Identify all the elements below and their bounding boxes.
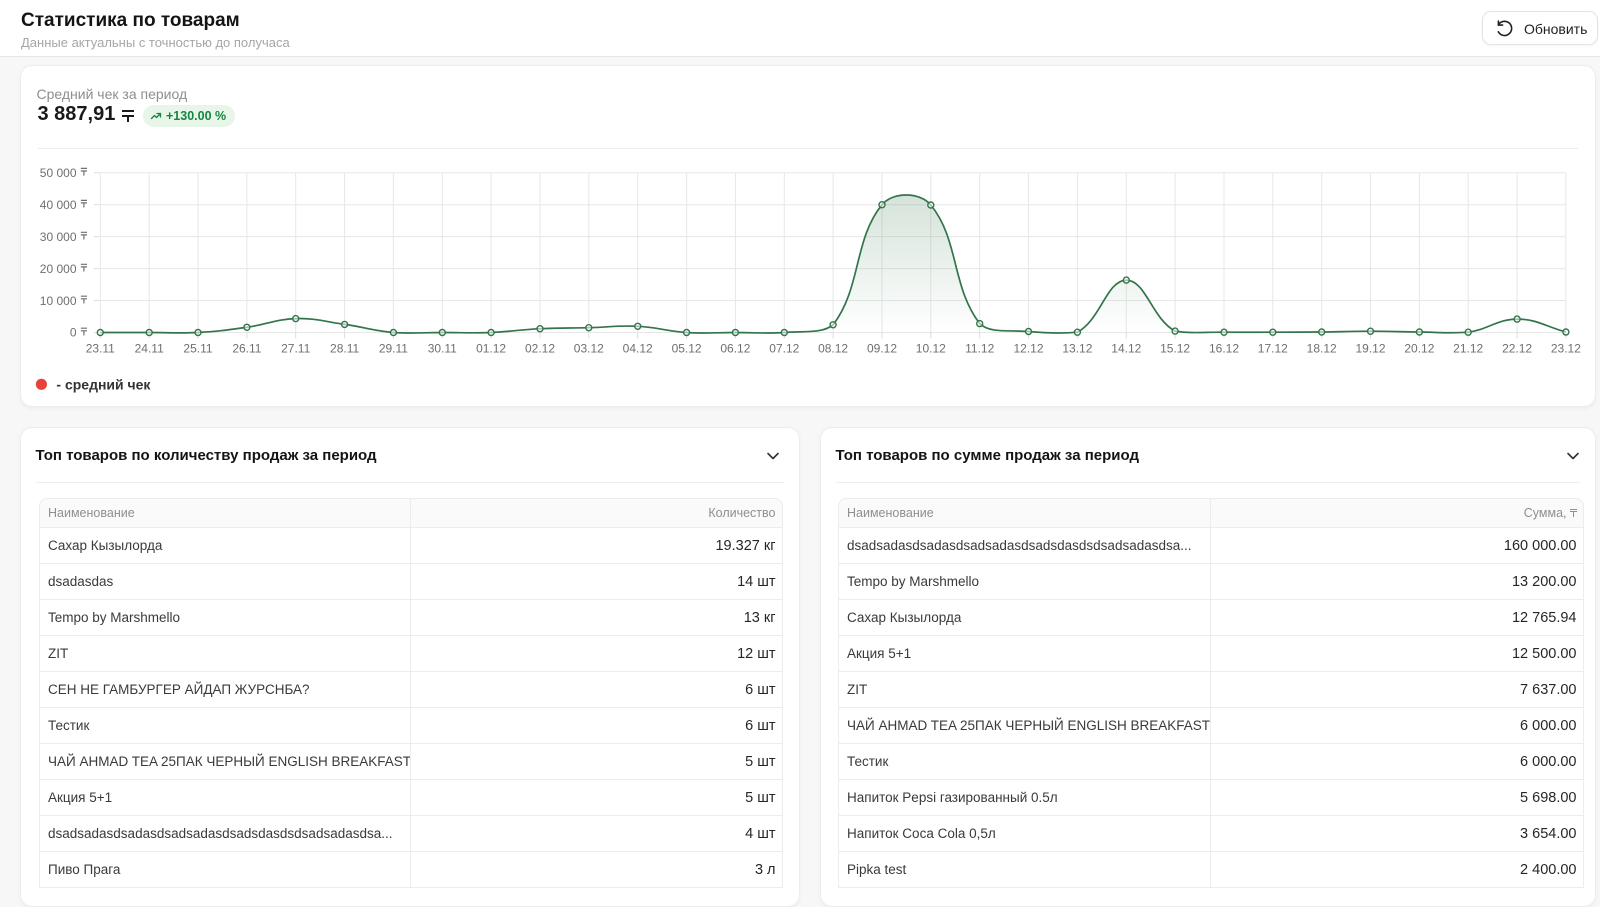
svg-text:01.12: 01.12 [476, 341, 506, 355]
svg-text:23.11: 23.11 [86, 341, 115, 355]
svg-text:04.12: 04.12 [623, 341, 653, 355]
svg-text:16.12: 16.12 [1209, 341, 1239, 355]
svg-text:09.12: 09.12 [867, 341, 897, 355]
svg-text:25.11: 25.11 [183, 341, 212, 355]
svg-text:17.12: 17.12 [1258, 341, 1288, 355]
svg-text:- средний чек: - средний чек [56, 376, 151, 392]
svg-text:27.11: 27.11 [281, 341, 310, 355]
svg-text:30 000: 30 000 [40, 230, 77, 244]
svg-text:10.12: 10.12 [916, 341, 946, 355]
svg-text:10 000: 10 000 [40, 294, 77, 308]
svg-text:29.11: 29.11 [379, 341, 408, 355]
svg-text:07.12: 07.12 [769, 341, 799, 355]
svg-text:02.12: 02.12 [525, 341, 555, 355]
svg-text:14.12: 14.12 [1111, 341, 1141, 355]
svg-text:03.12: 03.12 [574, 341, 604, 355]
svg-text:15.12: 15.12 [1160, 341, 1190, 355]
svg-text:22.12: 22.12 [1502, 341, 1532, 355]
svg-text:20 000: 20 000 [40, 262, 77, 276]
svg-text:28.11: 28.11 [330, 341, 359, 355]
svg-text:20.12: 20.12 [1404, 341, 1434, 355]
svg-text:19.12: 19.12 [1355, 341, 1385, 355]
svg-text:21.12: 21.12 [1453, 341, 1483, 355]
svg-text:0: 0 [70, 326, 77, 340]
svg-text:12.12: 12.12 [1013, 341, 1043, 355]
svg-text:50 000: 50 000 [40, 166, 77, 180]
svg-text:18.12: 18.12 [1307, 341, 1337, 355]
svg-text:30.11: 30.11 [428, 341, 457, 355]
svg-text:06.12: 06.12 [720, 341, 750, 355]
svg-text:11.12: 11.12 [965, 341, 994, 355]
svg-text:24.11: 24.11 [135, 341, 164, 355]
svg-text:05.12: 05.12 [672, 341, 702, 355]
svg-text:08.12: 08.12 [818, 341, 848, 355]
svg-text:40 000: 40 000 [40, 198, 77, 212]
svg-text:23.12: 23.12 [1551, 341, 1581, 355]
svg-text:13.12: 13.12 [1062, 341, 1092, 355]
svg-text:26.11: 26.11 [232, 341, 261, 355]
